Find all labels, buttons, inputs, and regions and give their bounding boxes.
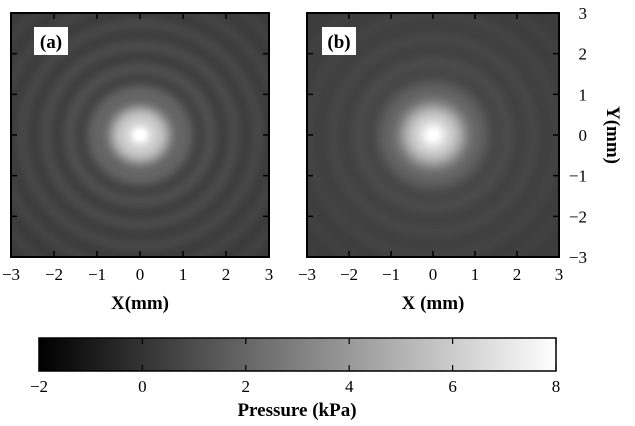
colorbar-tick-label: 0 (138, 377, 147, 396)
panel-b-xtick-label: 3 (555, 265, 564, 284)
panel-a-xtick-label: 1 (179, 265, 188, 284)
panel-b-xtick-label: 0 (429, 265, 438, 284)
colorbar-tick-label: −2 (30, 377, 48, 396)
panel-b-xtick-label: −1 (382, 265, 400, 284)
panel-b-ytick-label: 1 (579, 85, 588, 104)
colorbar-tick-label: 4 (345, 377, 354, 396)
panel-b-ytick-label: 3 (579, 4, 588, 23)
panel-a-xtick-label: 0 (136, 265, 145, 284)
panel-b-ytick-label: 2 (579, 45, 588, 64)
panel-b-ylabel: Y(mm) (602, 106, 623, 164)
colorbar-gradient (38, 337, 557, 372)
panel-b-ytick-label: −2 (569, 207, 587, 226)
panel-b-ytick-label: 0 (579, 126, 588, 145)
panel-a-xtick-label: 3 (265, 265, 274, 284)
panel-a-xtick-label: −1 (88, 265, 106, 284)
panel-a-xtick-label: −3 (2, 265, 20, 284)
colorbar-label: Pressure (kPa) (237, 400, 356, 421)
heatmap-panel-b: −3 −2 −1 0 1 2 3 3 2 1 0 −1 −2 −3 (b) X (mm) Y(mm) (298, 4, 623, 314)
colorbar: −2 0 2 4 6 8 Pressure (kPa) (30, 337, 560, 421)
panel-a-xlabel: X(mm) (111, 293, 169, 314)
panel-b-xtick-label: −3 (298, 265, 316, 284)
panel-b-xtick-label: 2 (513, 265, 522, 284)
panel-b-xtick-label: −2 (340, 265, 358, 284)
panel-a-xtick-label: 2 (222, 265, 231, 284)
panel-b-xtick-label: 1 (471, 265, 480, 284)
colorbar-tick-label: 6 (448, 377, 457, 396)
panel-a-ticks: −3 −2 −1 0 1 2 3 (2, 12, 274, 284)
panel-a-tag: (a) (40, 32, 62, 53)
panel-a-xtick-label: −2 (45, 265, 63, 284)
panel-b-ytick-label: −1 (569, 167, 587, 186)
panel-b-xlabel: X (mm) (402, 293, 465, 314)
panel-b-ytick-label: −3 (569, 248, 587, 267)
panel-a-tag-box (34, 27, 68, 55)
panel-b-tag: (b) (327, 32, 350, 53)
colorbar-tick-label: 8 (552, 377, 561, 396)
heatmap-panel-a: −3 −2 −1 0 1 2 3 (a) X(mm) (2, 12, 274, 314)
panel-b-tag-box (322, 27, 356, 55)
colorbar-ticks: −2 0 2 4 6 8 (30, 338, 560, 396)
colorbar-tick-label: 2 (242, 377, 251, 396)
panel-b-ticks: −3 −2 −1 0 1 2 3 3 2 1 0 −1 −2 −3 (298, 4, 587, 284)
